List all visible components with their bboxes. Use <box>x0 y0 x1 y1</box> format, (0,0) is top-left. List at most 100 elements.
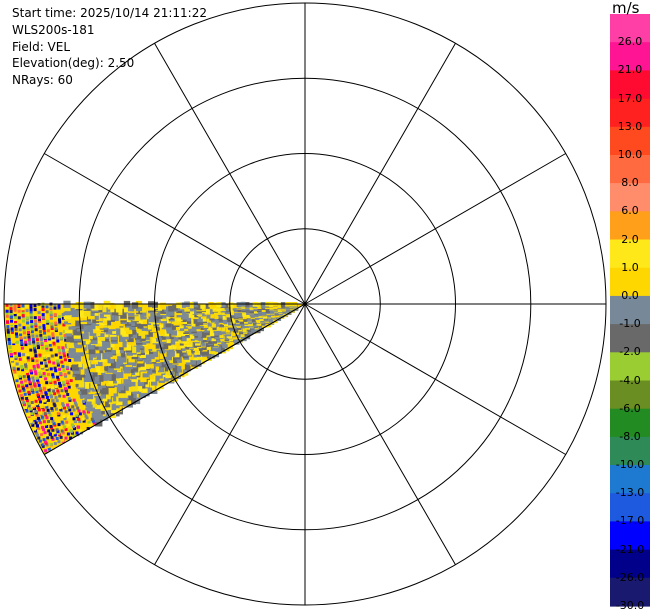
velocity-cell <box>192 309 199 315</box>
velocity-cell <box>46 319 50 323</box>
velocity-cell <box>258 325 264 330</box>
velocity-cell <box>160 308 167 314</box>
velocity-cell <box>219 345 225 351</box>
velocity-cell <box>55 372 58 375</box>
velocity-cell <box>60 420 64 424</box>
velocity-cell <box>224 345 230 351</box>
velocity-cell <box>64 387 67 391</box>
velocity-cell <box>29 305 33 309</box>
velocity-cell <box>19 333 23 337</box>
velocity-cell <box>153 342 160 349</box>
velocity-cell <box>46 354 50 358</box>
velocity-cell <box>71 310 79 318</box>
velocity-cell <box>65 379 69 383</box>
velocity-cell <box>44 364 48 368</box>
velocity-cell <box>14 355 18 359</box>
velocity-cell <box>44 339 48 343</box>
velocity-cell <box>5 303 9 307</box>
velocity-cell <box>89 329 97 336</box>
velocity-cell <box>28 382 32 386</box>
velocity-cell <box>68 408 72 412</box>
velocity-cell <box>21 314 25 318</box>
velocity-cell <box>108 322 116 330</box>
velocity-cell <box>27 338 31 341</box>
velocity-cell <box>78 420 82 424</box>
colorbar-tick-label: -26.0 <box>615 570 645 584</box>
colorbar-tick-label: -6.0 <box>619 401 641 415</box>
velocity-cell <box>38 325 42 329</box>
velocity-cell <box>40 341 44 345</box>
velocity-cell <box>51 336 55 340</box>
velocity-cell <box>46 321 50 325</box>
velocity-cell <box>160 302 166 309</box>
velocity-cell <box>160 351 167 357</box>
colorbar-swatch <box>610 408 650 438</box>
velocity-cell <box>140 310 147 317</box>
velocity-cell <box>33 308 37 312</box>
velocity-cell <box>51 399 55 403</box>
velocity-cell <box>53 313 57 317</box>
velocity-cell <box>37 316 41 320</box>
velocity-cell <box>21 368 25 372</box>
velocity-cell <box>43 401 47 404</box>
velocity-cell <box>147 381 154 388</box>
velocity-cell <box>77 417 81 421</box>
velocity-cell <box>190 323 196 330</box>
velocity-cell <box>69 379 73 383</box>
velocity-cell <box>23 360 27 364</box>
velocity-cell <box>162 365 169 372</box>
velocity-cell <box>100 359 107 367</box>
velocity-cell <box>98 378 105 386</box>
velocity-cell <box>91 342 99 350</box>
velocity-cell <box>122 330 129 337</box>
velocity-cell <box>34 328 38 332</box>
velocity-cell <box>30 354 34 358</box>
velocity-cell <box>76 425 80 429</box>
velocity-cell <box>34 421 38 425</box>
velocity-cell <box>261 310 267 315</box>
velocity-cell <box>14 325 18 328</box>
velocity-cell <box>74 401 77 405</box>
velocity-cell <box>24 381 28 385</box>
velocity-cell <box>30 330 34 334</box>
velocity-cell <box>36 365 40 369</box>
velocity-cell <box>155 369 162 376</box>
velocity-cell <box>46 436 50 440</box>
velocity-cell <box>66 335 74 343</box>
velocity-cell <box>215 324 221 330</box>
velocity-cell <box>149 321 156 328</box>
velocity-cell <box>54 385 58 389</box>
velocity-cell <box>20 346 24 350</box>
velocity-cell <box>68 359 72 362</box>
velocity-cell <box>63 308 71 316</box>
colorbar-swatch <box>610 465 650 494</box>
velocity-cell <box>54 369 58 373</box>
colorbar-tick-label: -30.0 <box>615 599 645 612</box>
velocity-cell <box>40 361 43 365</box>
velocity-cell <box>54 396 58 400</box>
colorbar-tick-label: 0.0 <box>621 288 639 302</box>
velocity-cell <box>99 338 106 346</box>
velocity-cell <box>210 322 216 328</box>
velocity-cell <box>58 367 61 371</box>
velocity-cell <box>170 324 176 330</box>
velocity-cell <box>35 433 39 437</box>
velocity-cell <box>37 408 41 412</box>
velocity-cell <box>187 328 194 335</box>
velocity-cell <box>177 360 184 366</box>
velocity-cell <box>29 303 33 307</box>
velocity-cell <box>13 311 17 314</box>
velocity-cell <box>86 427 90 430</box>
velocity-cell <box>63 406 66 410</box>
velocity-cell <box>15 332 18 336</box>
velocity-cell <box>65 345 69 349</box>
velocity-cell <box>104 359 111 366</box>
velocity-cell <box>144 310 151 317</box>
velocity-cell <box>24 362 27 366</box>
velocity-cell <box>35 413 39 417</box>
velocity-cell <box>45 381 49 385</box>
velocity-cell <box>36 344 40 348</box>
velocity-cell <box>52 341 56 345</box>
velocity-cell <box>35 390 39 394</box>
azimuth-spokes <box>4 3 606 605</box>
